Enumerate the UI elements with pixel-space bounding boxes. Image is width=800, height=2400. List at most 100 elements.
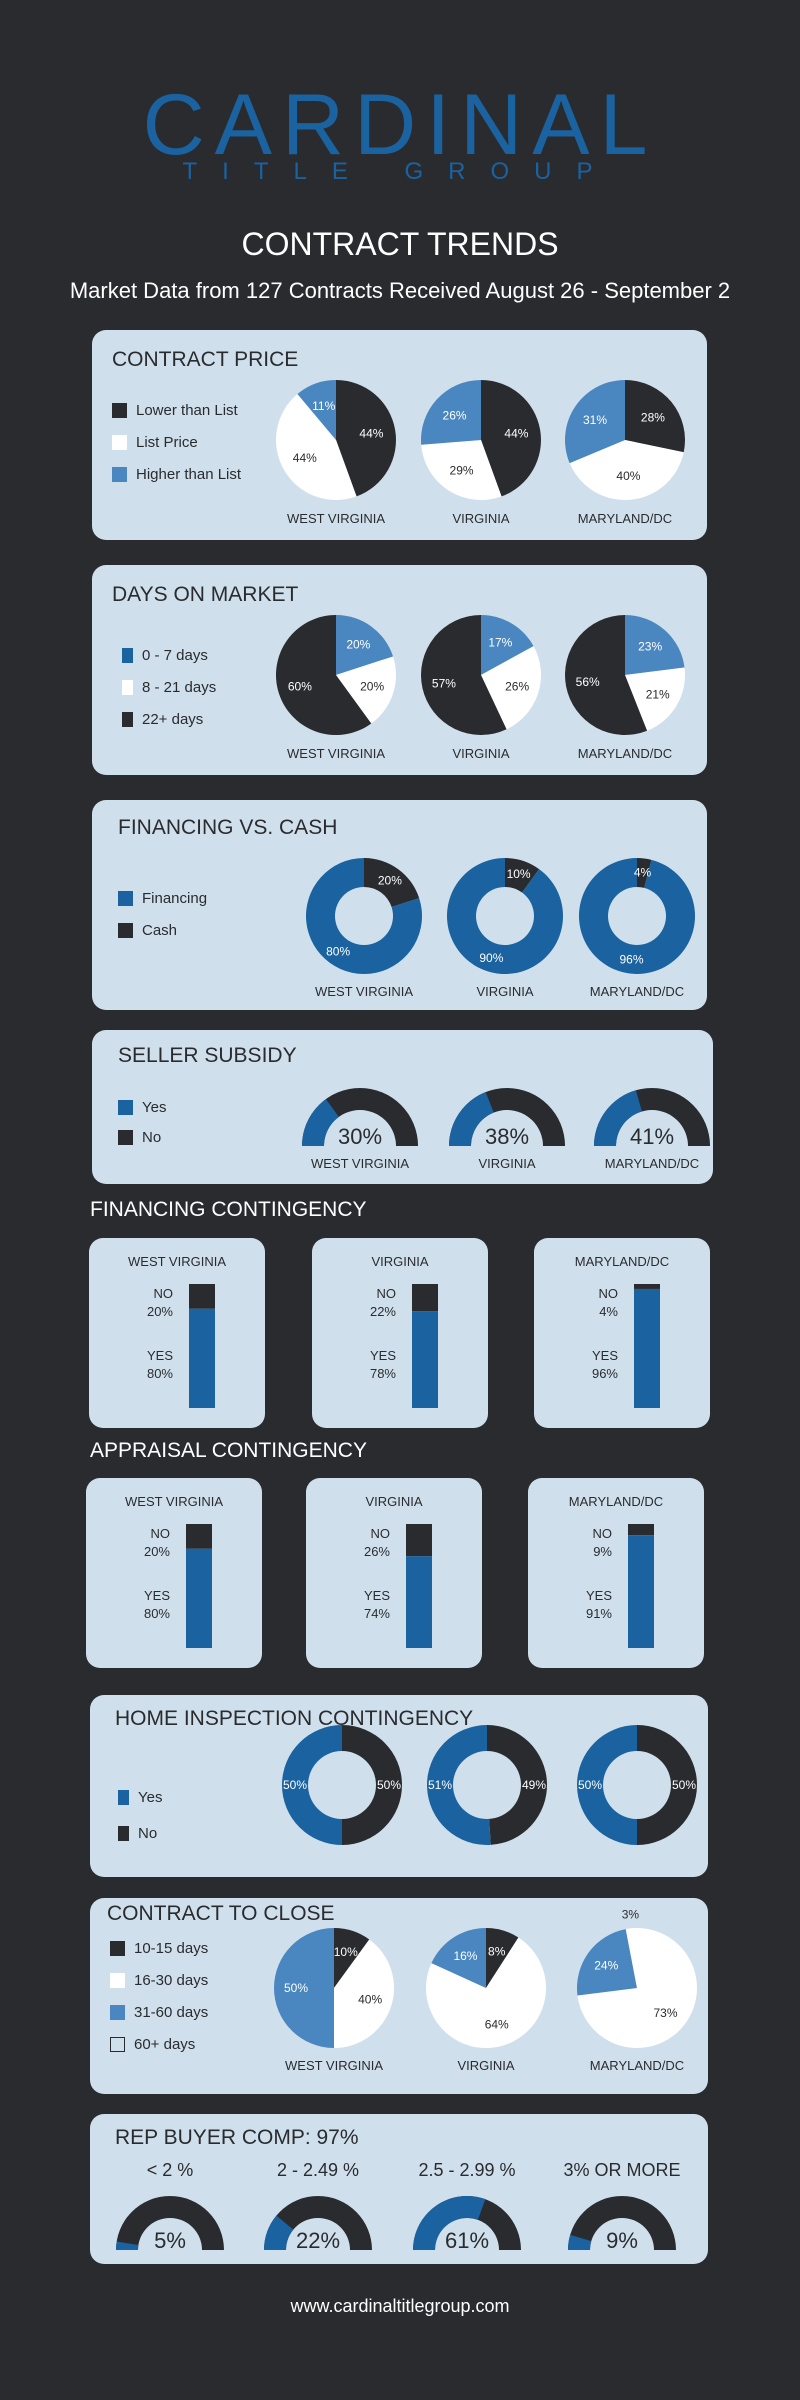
pie-slice-label: 44%	[504, 427, 528, 441]
gauge-track	[264, 2196, 372, 2250]
contingency-card: WEST VIRGINIA NO 20% YES 80%	[89, 1238, 265, 1428]
donut-segment	[487, 1725, 548, 1845]
region-caption: WEST VIRGINIA	[287, 511, 385, 526]
home-inspection-title: HOME INSPECTION CONTINGENCY	[115, 1707, 474, 1730]
no-value: 9%	[593, 1544, 612, 1559]
stacked-bar: NO 20% YES 80%	[144, 1524, 212, 1648]
region-caption: MARYLAND/DC	[568, 1494, 664, 1509]
footer-url[interactable]: www.cardinaltitlegroup.com	[290, 2296, 510, 2316]
gauge-track	[568, 2196, 676, 2250]
pie-slice	[334, 1939, 394, 2048]
donut-segment	[637, 1725, 697, 1845]
region-caption: VIRGINIA	[457, 2058, 514, 2073]
contract-price-panel: CONTRACT PRICE Lower than List List Pric…	[92, 330, 707, 540]
pie-slice-label: 29%	[450, 463, 474, 477]
legend-swatch	[110, 1940, 125, 1956]
no-value: 4%	[599, 1304, 618, 1319]
pie-slice-label: 40%	[616, 469, 640, 483]
region-caption: VIRGINIA	[365, 1494, 423, 1509]
pie-slice	[426, 1937, 546, 2048]
pie-slice	[565, 380, 625, 464]
pie-slice-label: 17%	[488, 635, 512, 649]
region-caption: MARYLAND/DC	[574, 1254, 670, 1269]
cash-label: 10%	[507, 867, 531, 881]
donut-segment	[637, 858, 652, 888]
pie-slice	[481, 615, 534, 675]
pie-slice	[275, 394, 357, 500]
legend-swatch	[110, 1972, 125, 1988]
contingency-card: MARYLAND/DC NO 4% YES 96%	[534, 1238, 710, 1428]
pie-slice	[565, 615, 648, 735]
pie-slice	[336, 380, 397, 497]
gauge-track	[302, 1088, 418, 1146]
pie-slice	[625, 380, 685, 453]
no-label: NO	[599, 1286, 619, 1301]
legend-label: Yes	[138, 1788, 163, 1806]
region-caption: VIRGINIA	[476, 984, 533, 999]
gauge-track	[116, 2196, 224, 2250]
financing-cash-legend: Financing Cash	[118, 882, 207, 946]
legend-label: Financing	[142, 889, 208, 907]
no-label: NO	[154, 1286, 174, 1301]
donut-segment	[306, 858, 422, 974]
pie-slice	[274, 1928, 334, 2048]
home-inspection-panel: HOME INSPECTION CONTINGENCY Yes No 50% 50…	[90, 1695, 708, 1877]
pie-slice-label: 31%	[583, 413, 607, 427]
no-label: NO	[377, 1286, 397, 1301]
gauge-value: 38%	[485, 1124, 529, 1149]
no-value: 22%	[370, 1304, 396, 1319]
gauge-fill	[594, 1090, 642, 1146]
legend-label: Lower than List	[136, 401, 238, 419]
legend-swatch	[112, 402, 127, 418]
no-label: 49%	[522, 1778, 546, 1792]
pie-slice-label: 64%	[485, 2017, 509, 2031]
contract-to-close-panel: CONTRACT TO CLOSE 10-15 days 16-30 days …	[90, 1898, 708, 2094]
legend-label: Higher than List	[136, 465, 242, 483]
stacked-bar: NO 9% YES 91%	[586, 1524, 654, 1648]
pie-slice	[577, 1929, 637, 1996]
financing-label: 90%	[479, 951, 503, 965]
contract-price-charts: 44% 44% 11% WEST VIRGINIA 44% 29% 26% VIRGINIA 2…	[275, 380, 685, 526]
pie-slice	[481, 646, 541, 730]
legend-label: 10-15 days	[134, 1939, 209, 1957]
region-caption: WEST VIRGINIA	[287, 746, 385, 761]
pie-slice-label: 73%	[653, 2006, 677, 2020]
legend-label: Cash	[142, 921, 178, 939]
donut-segment	[577, 1725, 637, 1845]
yes-value: 80%	[147, 1366, 173, 1381]
legend-swatch	[118, 1129, 133, 1145]
pie-slice	[625, 615, 685, 675]
donut-segment	[342, 1725, 402, 1845]
region-caption: WEST VIRGINIA	[125, 1494, 223, 1509]
rep-buyer-comp-charts: < 2 % 5% 2 - 2.49 % 22% 2.5 - 2.99 % 61% 3% OR…	[116, 2160, 681, 2253]
no-label: 50%	[672, 1778, 696, 1792]
pie-slice	[481, 380, 541, 497]
gauge-value: 30%	[338, 1124, 382, 1149]
pie-slice	[625, 1928, 637, 1988]
legend-swatch	[118, 922, 133, 938]
range-label: 3% OR MORE	[563, 2160, 680, 2180]
pie-slice-label: 16%	[453, 1949, 477, 1963]
region-caption: WEST VIRGINIA	[315, 984, 413, 999]
pie-slice-label: 40%	[358, 1993, 382, 2007]
yes-label: YES	[144, 1588, 170, 1603]
region-caption: WEST VIRGINIA	[128, 1254, 226, 1269]
pie-slice-label: 26%	[443, 409, 467, 423]
legend-swatch	[110, 2036, 125, 2052]
pie-slice-label: 56%	[576, 675, 600, 689]
region-caption: VIRGINIA	[478, 1156, 535, 1171]
days-on-market-legend: 0 - 7 days 8 - 21 days 22+ days	[122, 639, 216, 735]
gauge-value: 41%	[630, 1124, 674, 1149]
bar-yes-segment	[412, 1311, 438, 1408]
pie-slice	[336, 656, 396, 724]
no-label: NO	[151, 1526, 171, 1541]
donut-segment	[579, 858, 695, 974]
financing-label: 96%	[619, 953, 643, 967]
legend-label: No	[142, 1128, 162, 1146]
gauge-value: 61%	[445, 2228, 489, 2253]
legend-label: No	[138, 1824, 158, 1842]
seller-subsidy-panel: SELLER SUBSIDY Yes No 30% WEST VIRGINIA 38…	[92, 1030, 713, 1184]
pie-slice-label: 3%	[622, 1907, 640, 1921]
financing-contingency-title: FINANCING CONTINGENCY	[90, 1198, 367, 1221]
yes-value: 78%	[370, 1366, 396, 1381]
